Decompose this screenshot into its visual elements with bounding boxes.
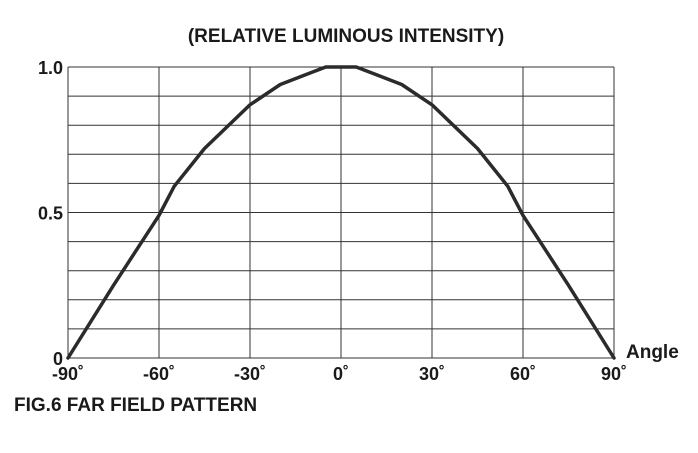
x-tick-label: 90˚ — [601, 364, 627, 384]
series-line — [66, 65, 616, 360]
chart-series-layer — [66, 65, 616, 360]
x-axis-ticks: -90˚ -60˚ -30˚ 0˚ 30˚ 60˚ 90˚ — [52, 364, 627, 384]
x-tick-label: 0˚ — [333, 364, 349, 384]
y-tick-label: 1.0 — [38, 58, 63, 78]
figure-caption: FIG.6 FAR FIELD PATTERN — [14, 395, 257, 416]
x-tick-label: 30˚ — [419, 364, 445, 384]
y-tick-label: 0 — [53, 349, 63, 369]
chart-title: (RELATIVE LUMINOUS INTENSITY) — [188, 26, 504, 47]
x-tick-label: -90˚ — [52, 364, 84, 384]
y-tick-label: 0.5 — [38, 204, 63, 224]
x-tick-label: 60˚ — [510, 364, 536, 384]
y-axis-ticks: 0 0.5 1.0 — [38, 58, 63, 369]
x-axis-label: Angle — [626, 342, 679, 363]
x-tick-label: -60˚ — [143, 364, 175, 384]
chart-grid — [67, 66, 615, 359]
x-tick-label: -30˚ — [234, 364, 266, 384]
